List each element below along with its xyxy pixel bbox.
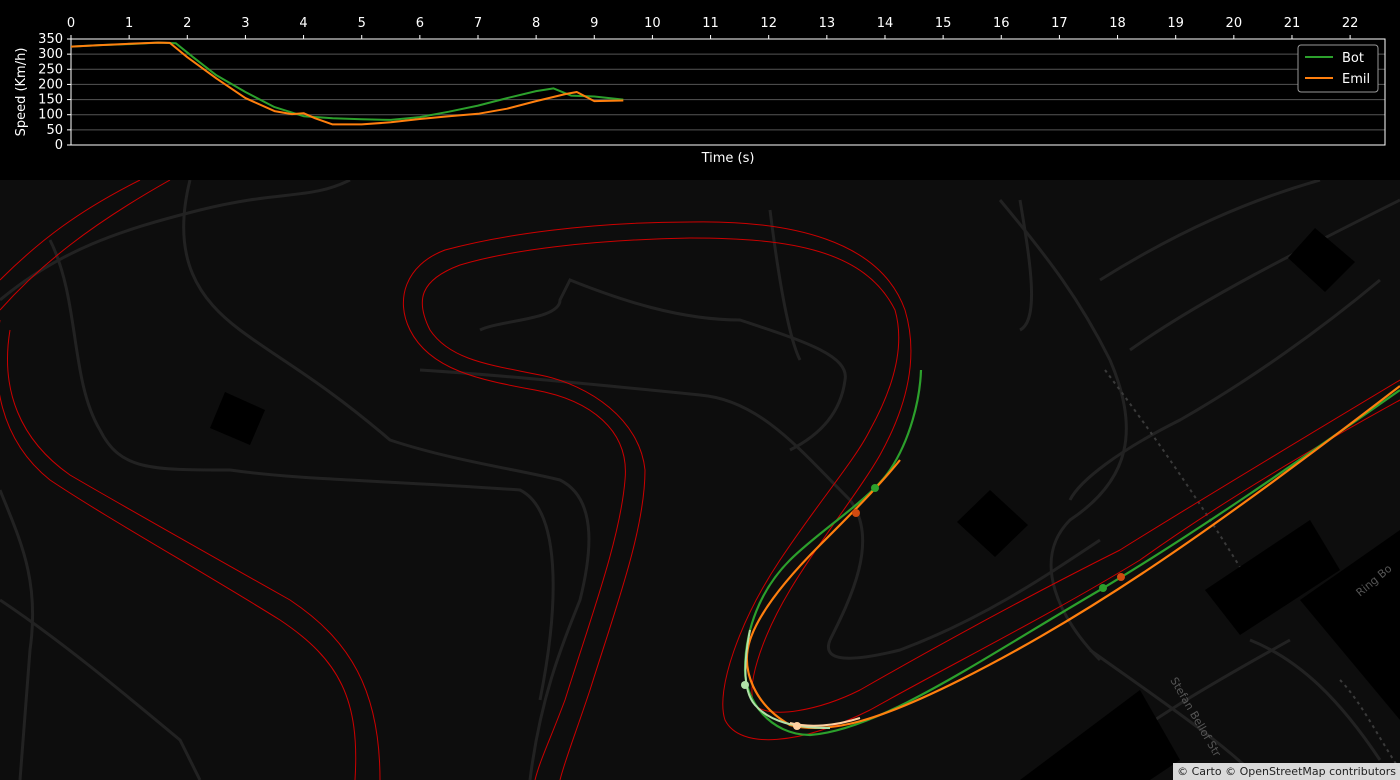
x-tick-label: 22 bbox=[1342, 16, 1359, 31]
emil-marker bbox=[1117, 573, 1125, 581]
road bbox=[48, 239, 555, 701]
road bbox=[768, 209, 802, 361]
x-axis-label: Time (s) bbox=[701, 151, 755, 166]
road bbox=[0, 598, 202, 780]
track-map[interactable]: Ring Bo Stefan Bellof Str © Carto © Open… bbox=[0, 180, 1400, 780]
track-map-svg: Ring Bo Stefan Bellof Str bbox=[0, 180, 1400, 780]
x-tick-label: 5 bbox=[358, 16, 366, 31]
road bbox=[1249, 638, 1382, 761]
building bbox=[1288, 228, 1355, 292]
legend: Bot Emil bbox=[1297, 44, 1379, 93]
series-line-emil bbox=[70, 41, 624, 126]
x-tick-label: 18 bbox=[1109, 16, 1126, 31]
legend-label-bot: Bot bbox=[1342, 51, 1364, 66]
building bbox=[210, 392, 265, 445]
x-tick-label: 3 bbox=[241, 16, 249, 31]
x-tick-label: 0 bbox=[67, 16, 75, 31]
track-edge-left-a bbox=[0, 180, 141, 281]
bot-apex-marker bbox=[741, 681, 749, 689]
x-tick-label: 21 bbox=[1284, 16, 1301, 31]
y-tick-label: 150 bbox=[38, 93, 63, 108]
bot-marker bbox=[1099, 584, 1107, 592]
y-tick-label: 0 bbox=[55, 138, 63, 153]
y-tick-label: 250 bbox=[38, 62, 63, 77]
track-edge-left-c bbox=[0, 320, 357, 780]
emil-marker bbox=[852, 509, 860, 517]
y-tick-label: 200 bbox=[38, 77, 63, 92]
x-tick-label: 16 bbox=[993, 16, 1010, 31]
building bbox=[1020, 690, 1180, 780]
road bbox=[1068, 278, 1381, 501]
map-attribution[interactable]: © Carto © OpenStreetMap contributors bbox=[1173, 763, 1400, 780]
map-paths bbox=[1104, 369, 1400, 771]
x-tick-label: 9 bbox=[590, 16, 598, 31]
building bbox=[1205, 520, 1340, 635]
road bbox=[1129, 198, 1400, 352]
road bbox=[0, 180, 351, 302]
x-tick-label: 19 bbox=[1167, 16, 1184, 31]
y-tick-label: 100 bbox=[38, 108, 63, 123]
emil-apex-marker bbox=[793, 722, 801, 730]
x-tick-label: 14 bbox=[877, 16, 894, 31]
map-buildings bbox=[210, 228, 1400, 780]
x-tick-label: 7 bbox=[474, 16, 482, 31]
x-tick-label: 13 bbox=[819, 16, 836, 31]
y-axis-label: Speed (Km/h) bbox=[14, 48, 29, 137]
street-label-stefan-bellof: Stefan Bellof Str bbox=[1167, 675, 1223, 759]
x-tick-label: 8 bbox=[532, 16, 540, 31]
speed-chart: 0 1 2 3 4 5 6 7 8 9 10 11 12 13 14 15 16 17 18 19 20 21 22 0 50… bbox=[0, 0, 1400, 180]
road bbox=[182, 180, 591, 780]
x-tick-label: 11 bbox=[702, 16, 719, 31]
y-tick-label: 50 bbox=[46, 123, 63, 138]
x-ticks: 0 1 2 3 4 5 6 7 8 9 10 11 12 13 14 15 16 17 18 19 20 21 22 bbox=[67, 16, 1359, 39]
x-tick-label: 20 bbox=[1226, 16, 1243, 31]
bot-marker bbox=[871, 484, 879, 492]
series-layer bbox=[70, 41, 624, 126]
y-tick-label: 350 bbox=[38, 32, 63, 47]
grid-layer bbox=[71, 38, 1385, 146]
track-edge-left-d bbox=[7, 329, 381, 780]
track-boundaries bbox=[0, 180, 1400, 780]
y-tick-label: 300 bbox=[38, 47, 63, 62]
plot-frame bbox=[70, 38, 1386, 146]
x-tick-label: 12 bbox=[760, 16, 777, 31]
map-roads bbox=[0, 180, 1400, 780]
dotted-path bbox=[1339, 679, 1400, 771]
x-tick-label: 2 bbox=[183, 16, 191, 31]
building bbox=[1300, 530, 1400, 720]
road bbox=[1099, 180, 1321, 282]
x-tick-label: 1 bbox=[125, 16, 133, 31]
track-edge-left-b bbox=[0, 180, 171, 311]
bot-braking-segment bbox=[744, 629, 831, 729]
x-tick-label: 15 bbox=[935, 16, 952, 31]
speed-chart-svg: 0 1 2 3 4 5 6 7 8 9 10 11 12 13 14 15 16 17 18 19 20 21 22 050… bbox=[14, 16, 1386, 166]
road bbox=[1018, 199, 1033, 332]
building bbox=[957, 490, 1028, 557]
x-tick-label: 10 bbox=[644, 16, 661, 31]
road bbox=[0, 489, 35, 780]
x-tick-label: 6 bbox=[416, 16, 424, 31]
road bbox=[479, 278, 847, 452]
track-edge-inner bbox=[402, 221, 1400, 780]
x-tick-label: 17 bbox=[1051, 16, 1068, 31]
road bbox=[419, 368, 1101, 660]
legend-label-emil: Emil bbox=[1342, 72, 1370, 87]
x-tick-label: 4 bbox=[299, 16, 307, 31]
track-edge-outer bbox=[421, 237, 1400, 780]
